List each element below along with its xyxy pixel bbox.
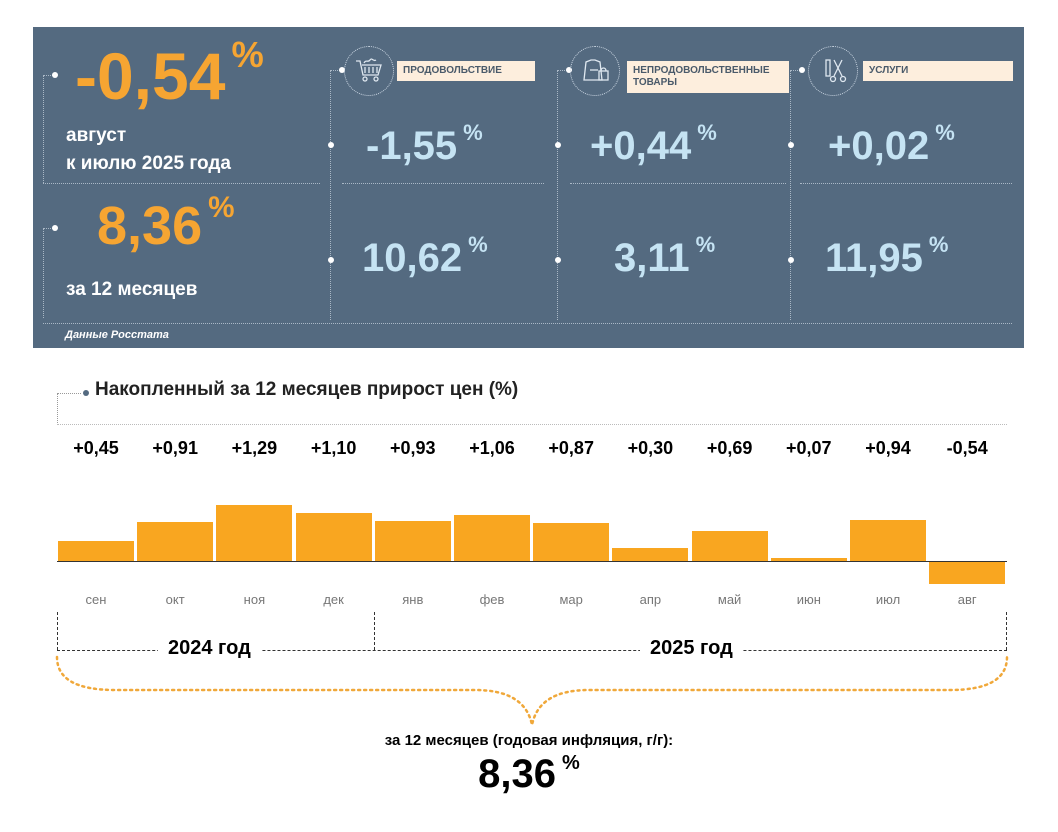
- month-label: июл: [875, 592, 901, 607]
- bar-сен: [58, 541, 134, 561]
- month-label: июн: [796, 592, 821, 607]
- bar-июн: [770, 557, 847, 561]
- value-label: +0,30: [627, 438, 674, 458]
- year-separator: [374, 612, 375, 650]
- year-2024-label: 2024 год: [158, 637, 261, 660]
- connector: [43, 75, 44, 183]
- value-label: +1,10: [310, 438, 357, 458]
- value-label: +0,93: [390, 438, 436, 458]
- bar-ноя: [216, 505, 293, 561]
- annual-label: за 12 месяцев: [66, 279, 198, 300]
- value-label: +0,07: [786, 438, 832, 458]
- services-monthly-value: +0,02%: [828, 120, 955, 168]
- bar-окт: [137, 521, 214, 561]
- bar-янв: [374, 520, 451, 561]
- brace: [55, 655, 1009, 726]
- bar-авг: [929, 561, 1006, 585]
- divider: [43, 323, 1012, 324]
- connector: [43, 228, 53, 229]
- food-annual-value: 10,62%: [362, 232, 488, 280]
- month-label: май: [717, 592, 742, 607]
- total-value: 8,36%: [478, 752, 580, 796]
- month-label: сен: [85, 592, 107, 607]
- connector: [57, 393, 58, 423]
- source-note: Данные Росстата: [65, 329, 169, 341]
- month-label: окт: [165, 592, 185, 607]
- bar-июл: [850, 520, 926, 561]
- month-label: ноя: [243, 592, 266, 607]
- bar-дек: [295, 513, 372, 561]
- value-label: +0,94: [865, 438, 911, 458]
- year-axis-line: [57, 650, 1007, 651]
- value-label: -0,54: [946, 438, 988, 458]
- baseline: [57, 561, 1007, 562]
- value-label: +1,29: [231, 438, 278, 458]
- monthly-value: -0,54%: [75, 34, 264, 113]
- year-separator: [1006, 612, 1007, 650]
- bullet-dot: [83, 390, 89, 396]
- divider: [57, 424, 1007, 425]
- total-label: за 12 месяцев (годовая инфляция, г/г):: [384, 732, 674, 749]
- bullet-dot: [52, 72, 58, 78]
- divider: [43, 183, 320, 184]
- connector: [57, 393, 81, 394]
- food-monthly-value: -1,55%: [366, 120, 483, 168]
- category-label: УСЛУГИ: [863, 61, 1013, 81]
- bar-май: [691, 531, 768, 561]
- connector: [43, 228, 44, 318]
- category-label: НЕПРОДОВОЛЬСТВЕННЫЕ ТОВАРЫ: [627, 61, 789, 93]
- category-label: ПРОДОВОЛЬСТВИЕ: [397, 61, 535, 81]
- bar-апр: [612, 547, 689, 561]
- month-label: янв: [402, 592, 424, 607]
- month-label: апр: [639, 592, 662, 607]
- month-label: авг: [957, 592, 977, 607]
- nonfood-annual-value: 3,11%: [614, 232, 716, 280]
- connector: [43, 75, 53, 76]
- annual-value: 8,36%: [97, 191, 235, 256]
- scissors-comb-icon: [808, 46, 858, 96]
- month-label: мар: [559, 592, 583, 607]
- value-label: +0,69: [706, 438, 753, 458]
- clothing-bag-icon: [570, 46, 620, 96]
- year-2025-label: 2025 год: [640, 637, 743, 660]
- value-label: +0,45: [73, 438, 119, 458]
- shopping-cart-icon: [344, 46, 394, 96]
- month-label: фев: [479, 592, 505, 607]
- value-label: +1,06: [469, 438, 515, 458]
- value-label: +0,91: [152, 438, 198, 458]
- bullet-dot: [52, 225, 58, 231]
- monthly-label: август к июлю 2025 года: [66, 125, 231, 174]
- bar-фев: [454, 514, 530, 561]
- chart-title: Накопленный за 12 месяцев прирост цен (%…: [95, 379, 519, 400]
- services-annual-value: 11,95%: [825, 232, 949, 280]
- nonfood-monthly-value: +0,44%: [590, 120, 717, 168]
- bar-мар: [533, 523, 610, 561]
- value-label: +0,87: [548, 438, 594, 458]
- month-label: дек: [323, 592, 344, 607]
- year-separator: [57, 612, 58, 650]
